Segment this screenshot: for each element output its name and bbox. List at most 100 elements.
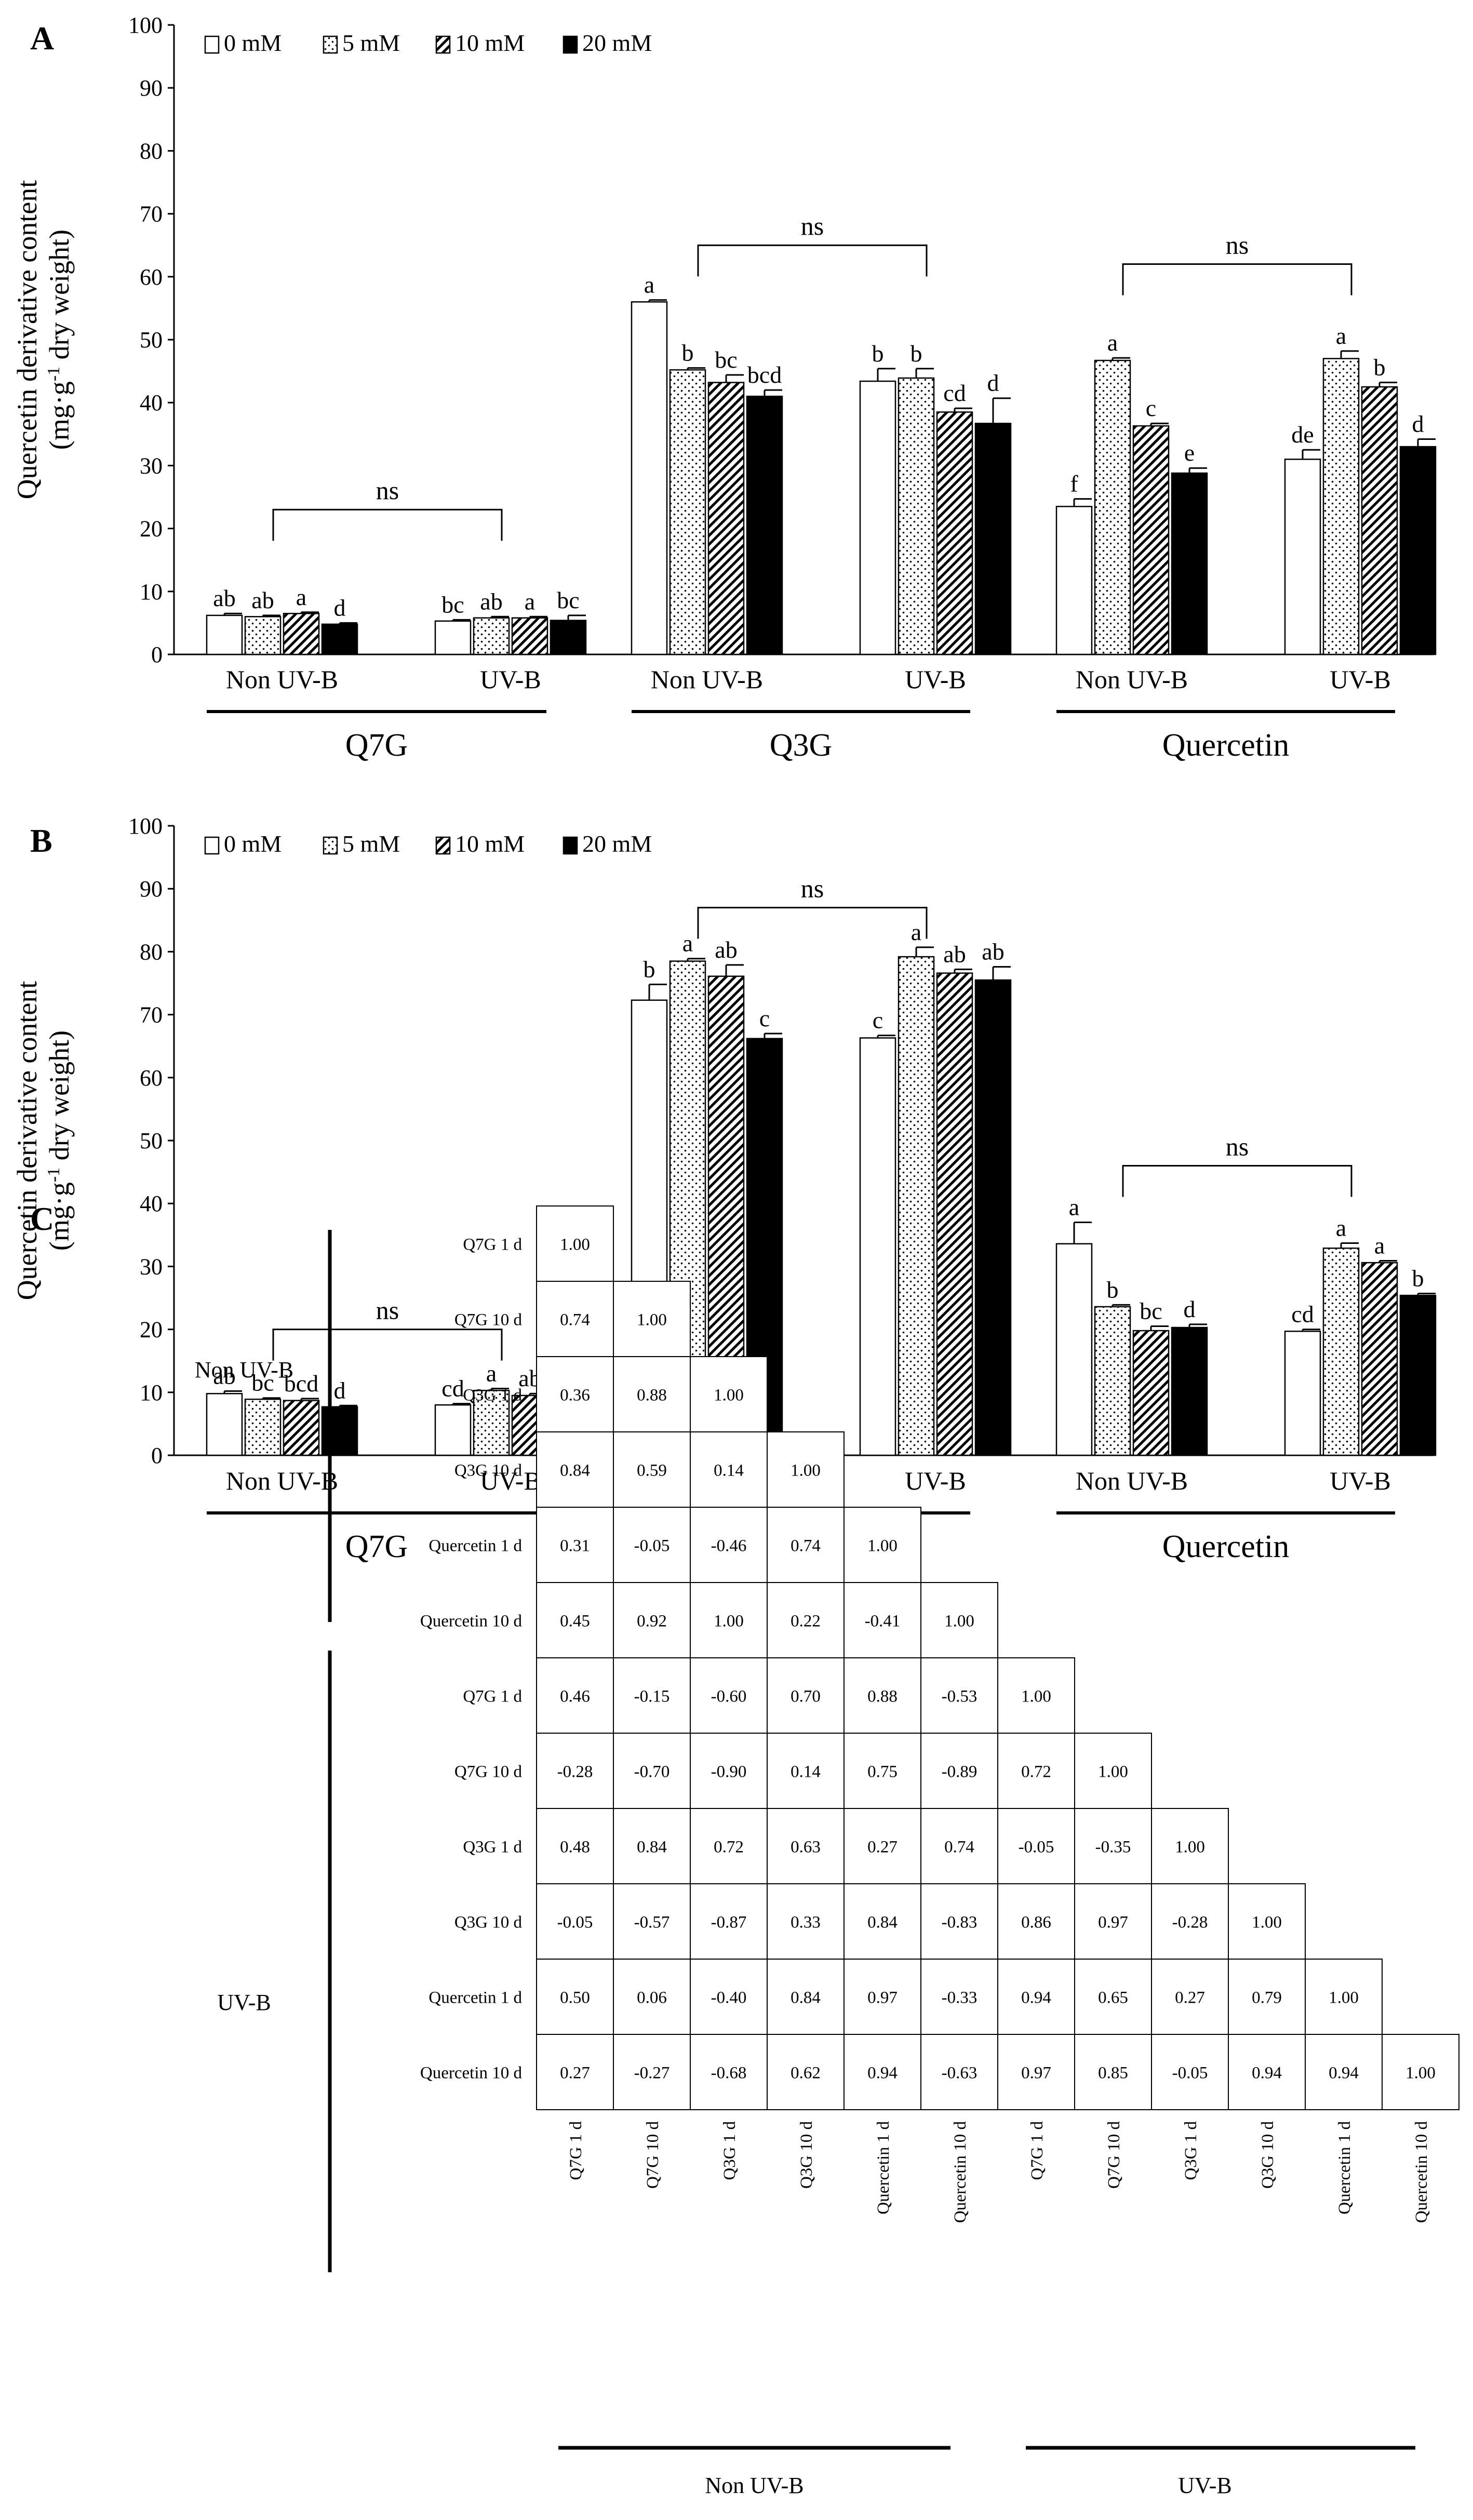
y-tick-label: 50 [140, 1128, 163, 1154]
matrix-cell [767, 1431, 845, 1508]
significance-letter: a [1374, 1232, 1385, 1258]
matrix-row: Q3G 10 d -0.05 -0.57 -0.87 0.33 0.84 -0.83 0.86… [454, 1883, 1306, 1960]
y-unit-post: dry weight) [44, 1030, 75, 1168]
matrix-cell [1305, 1959, 1383, 2035]
matrix-value: 0.14 [714, 1462, 744, 1480]
significance-letter: a [1336, 323, 1346, 349]
legend: 0 mM 5 mM 10 mM 20 mM [204, 30, 652, 56]
matrix-value: 0.22 [791, 1612, 821, 1631]
bar [244, 1398, 282, 1456]
bar [1094, 359, 1131, 655]
bar [1132, 425, 1170, 655]
bar-group-Q3G-UV-B: b bcd d [859, 340, 1012, 655]
matrix-value: 1.00 [1405, 2064, 1436, 2083]
matrix-value: 1.00 [714, 1386, 744, 1405]
y-tick-label: 30 [140, 1254, 163, 1279]
matrix-value: 0.75 [867, 1763, 898, 1781]
matrix-value: 0.50 [560, 1989, 590, 2007]
matrix-value: 0.84 [637, 1838, 667, 1857]
matrix-value: 0.72 [1021, 1763, 1051, 1781]
matrix-value: 0.33 [791, 1913, 821, 1932]
legend-swatch [204, 836, 220, 855]
matrix-cell [536, 1205, 614, 1282]
condition-label: UV-B [480, 665, 541, 694]
y-tick-label: 30 [140, 453, 163, 478]
matrix-row-label: Q7G 1 d [463, 1687, 522, 1706]
significance-letter: cd [441, 1375, 464, 1402]
matrix-cell [767, 1808, 845, 1884]
matrix-value: 0.70 [791, 1687, 821, 1706]
bar [206, 1392, 243, 1456]
matrix-col-label: Q3G 1 d [1182, 2121, 1200, 2180]
matrix-cell [536, 1281, 614, 1357]
panel-label: A [30, 20, 54, 57]
bar [1399, 446, 1437, 655]
matrix-value: 0.94 [867, 2064, 898, 2083]
bar [473, 1389, 510, 1456]
significance-letter: bc [557, 587, 579, 613]
matrix-value: -0.15 [634, 1687, 670, 1706]
panel-label: B [30, 822, 52, 859]
y-tick-label: 20 [140, 1317, 163, 1343]
matrix-cell [613, 1356, 691, 1432]
matrix-cell [767, 1507, 845, 1583]
significance-letter: b [682, 340, 694, 366]
matrix-cell [1228, 2034, 1306, 2110]
bar-group-Quercetin-Non UV-B: f a c e [1055, 329, 1208, 655]
matrix-value: 0.36 [560, 1386, 590, 1405]
bar [434, 1404, 472, 1456]
bar [244, 616, 282, 655]
matrix-row: Quercetin 10 d 0.45 0.92 1.00 0.22 -0.41 1.00 [420, 1582, 998, 1658]
y-tick-label: 50 [140, 327, 163, 353]
matrix-col-label: Quercetin 10 d [1412, 2121, 1431, 2223]
y-tick-label: 70 [140, 1002, 163, 1028]
legend-swatch [435, 35, 451, 54]
y-axis-label: Quercetin derivative content [11, 180, 43, 500]
bar [283, 1400, 320, 1456]
matrix-col-label: Quercetin 10 d [951, 2121, 970, 2223]
legend-label: 5 mM [342, 30, 400, 56]
matrix-value: 0.74 [791, 1537, 821, 1556]
matrix-value: 0.94 [1252, 2064, 1282, 2083]
matrix-cell [843, 1733, 921, 1809]
matrix-cell [843, 2034, 921, 2110]
matrix-row-label: Q7G 10 d [454, 1311, 523, 1330]
condition-label: UV-B [1330, 1466, 1391, 1495]
significance-letter: b [872, 340, 884, 367]
matrix-value: -0.70 [634, 1763, 670, 1781]
ns-bracket [697, 244, 928, 277]
significance-letter: d [334, 1377, 346, 1403]
y-tick-label: 10 [140, 579, 163, 605]
y-unit-sup: -1 [44, 1168, 63, 1182]
significance-letter: b [910, 340, 922, 367]
matrix-col-label: Quercetin 1 d [1335, 2121, 1354, 2215]
legend-label: 0 mM [224, 830, 282, 857]
significance-letter: bcd [747, 361, 782, 388]
legend: 0 mM 5 mM 10 mM 20 mM [204, 830, 652, 857]
matrix-cell [1151, 1808, 1229, 1884]
y-tick-label: 100 [128, 813, 163, 839]
matrix-value: -0.28 [1172, 1913, 1208, 1932]
legend-swatch [323, 35, 338, 54]
matrix-cell [1228, 1883, 1306, 1960]
ns-label: ns [801, 874, 824, 903]
matrix-cell [997, 1808, 1075, 1884]
significance-letter: b [1412, 1265, 1424, 1292]
matrix-cell [920, 2034, 998, 2110]
significance-letter: b [1374, 354, 1386, 380]
condition-label: Non UV-B [226, 665, 338, 694]
matrix-cell [690, 1582, 768, 1658]
bar-group-Quercetin-UV-B: cd a a b [1284, 1215, 1437, 1456]
significance-letter: a [296, 584, 306, 610]
bar [859, 1037, 896, 1456]
matrix-cell [613, 1808, 691, 1884]
matrix-cell [690, 1733, 768, 1809]
significance-letter: b [1107, 1276, 1119, 1303]
bar [1322, 358, 1360, 655]
matrix-row-label: Quercetin 1 d [428, 1989, 522, 2007]
matrix-value: 1.00 [867, 1537, 898, 1556]
matrix-cell [690, 1356, 768, 1432]
condition-label: Non UV-B [651, 665, 763, 694]
matrix-row-label: Q3G 1 d [463, 1838, 522, 1857]
legend-swatch [323, 836, 338, 855]
